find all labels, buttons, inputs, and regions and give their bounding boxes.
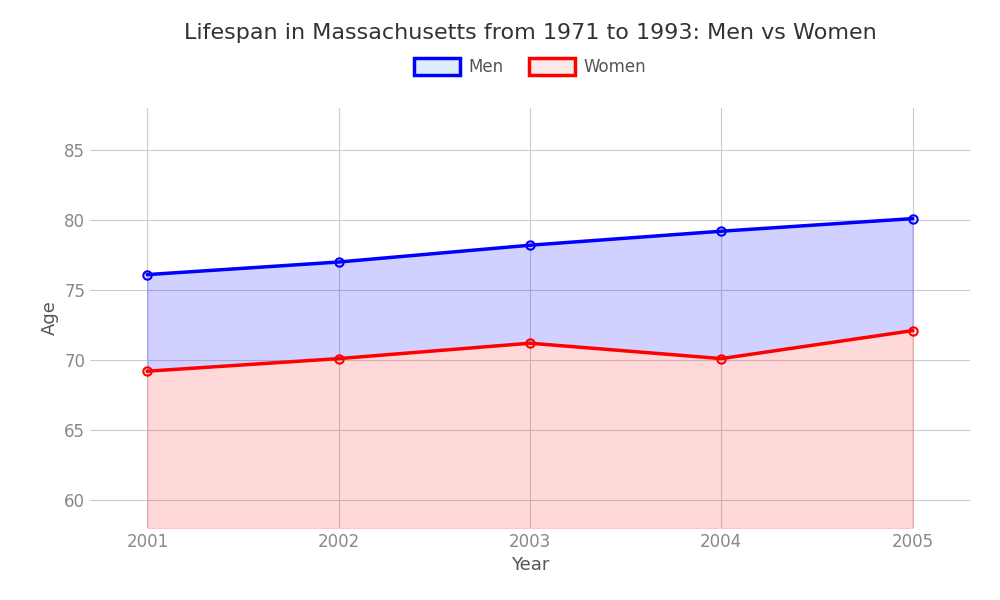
Y-axis label: Age: Age <box>41 301 59 335</box>
Legend: Men, Women: Men, Women <box>407 51 653 83</box>
Title: Lifespan in Massachusetts from 1971 to 1993: Men vs Women: Lifespan in Massachusetts from 1971 to 1… <box>184 23 876 43</box>
X-axis label: Year: Year <box>511 556 549 574</box>
